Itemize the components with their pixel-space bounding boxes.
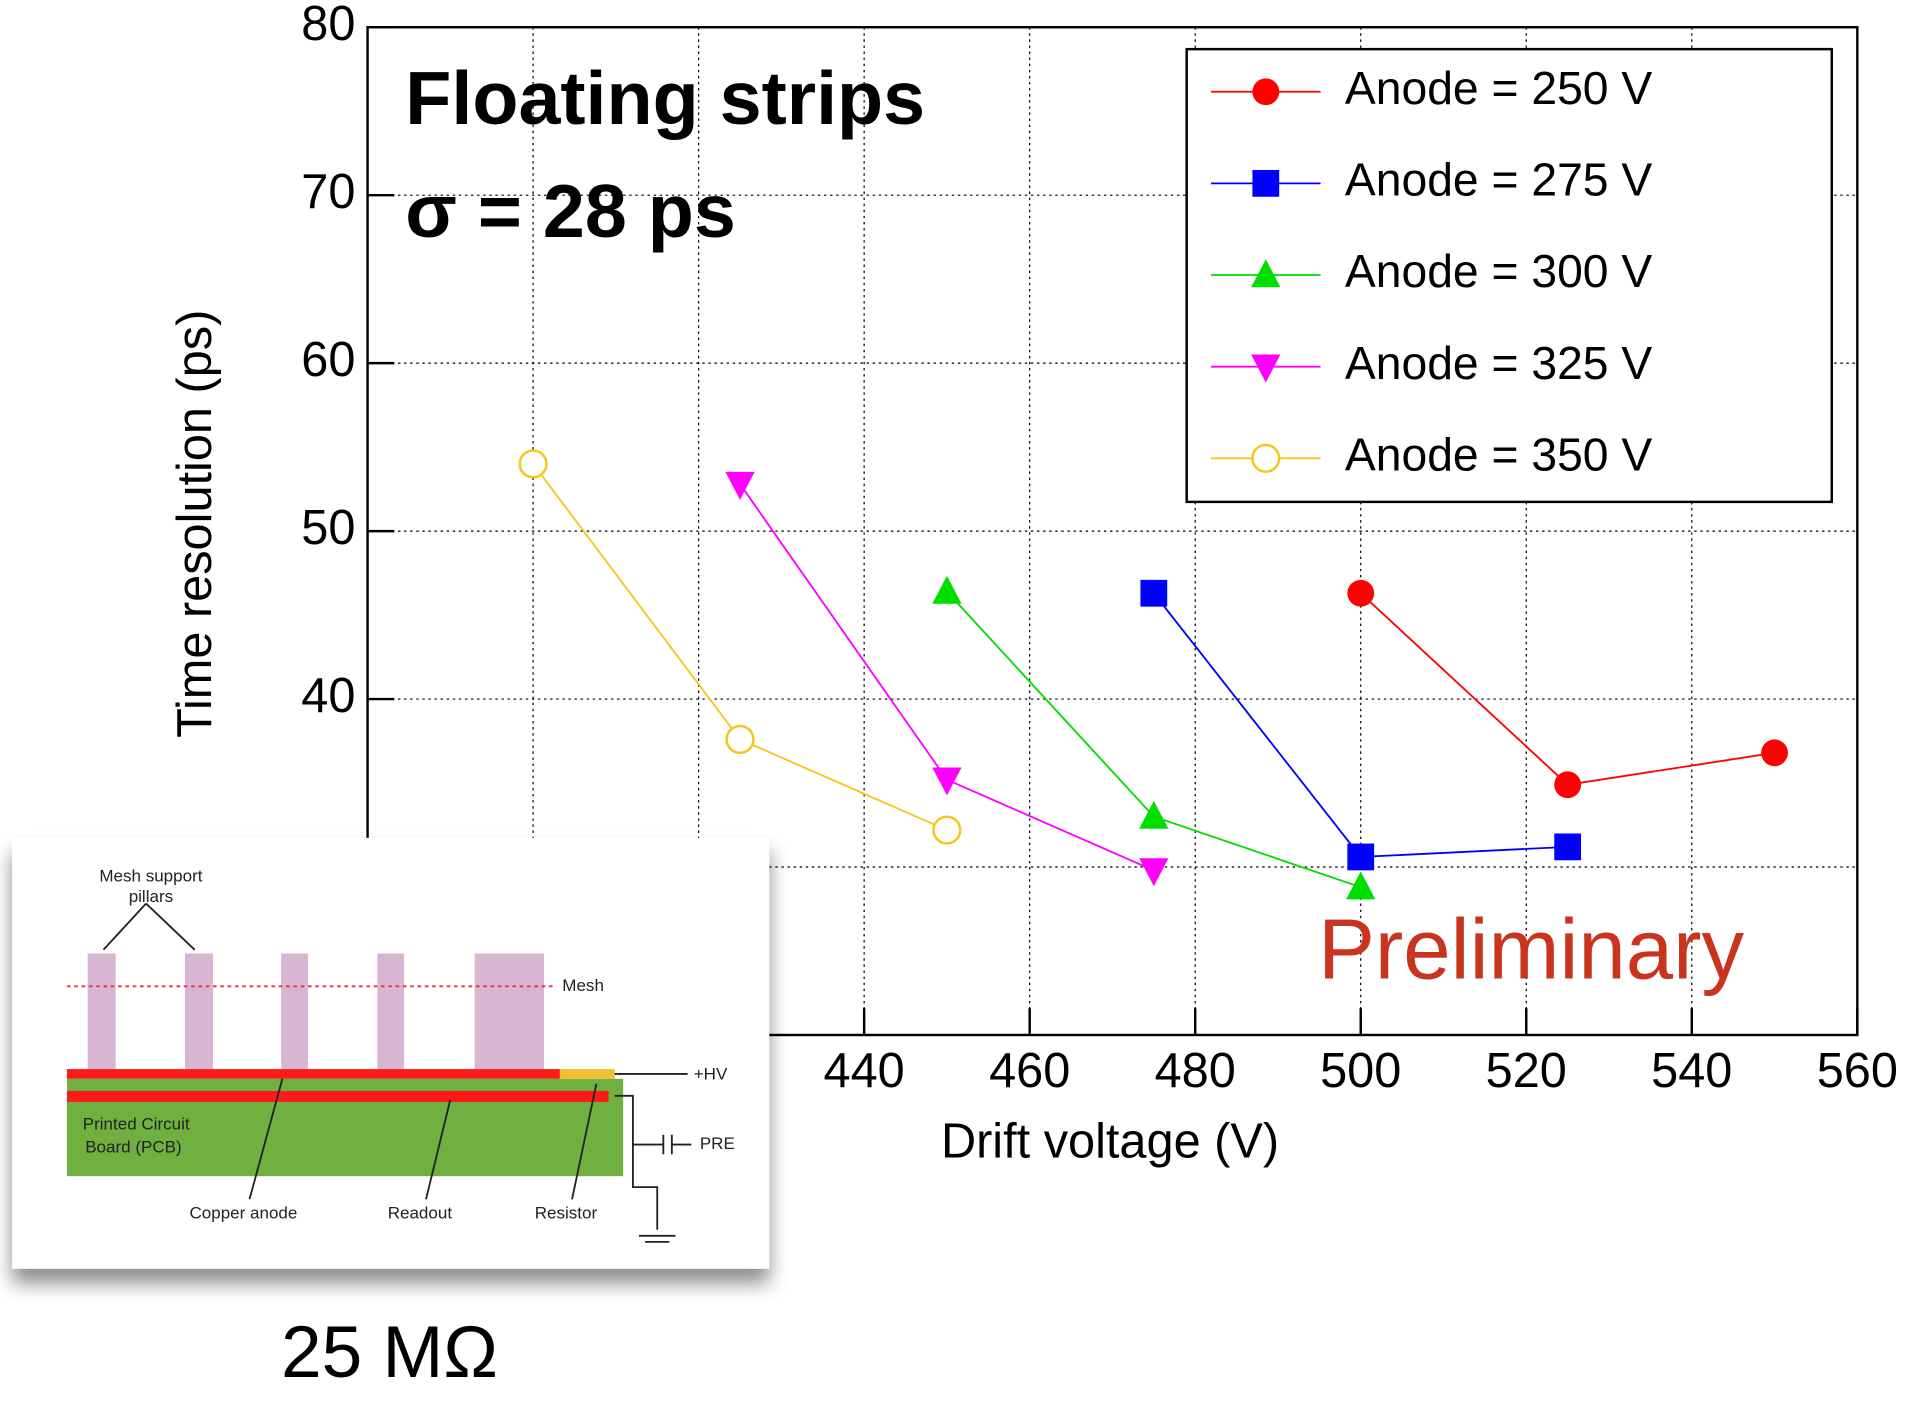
resistor — [559, 1069, 615, 1079]
inset-label: PRE — [700, 1134, 735, 1153]
point — [1554, 771, 1582, 799]
x-tick-label: 480 — [1155, 1044, 1236, 1098]
legend-label: Anode = 300 V — [1345, 245, 1652, 297]
anode-strip — [66, 1069, 560, 1079]
inset-label: Printed Circuit — [83, 1115, 190, 1134]
legend-label: Anode = 350 V — [1345, 429, 1652, 481]
legend: Anode = 250 V Anode = 275 V Anode = 300 V A… — [1185, 47, 1833, 504]
legend-label: Anode = 250 V — [1345, 62, 1652, 114]
legend-marker — [1251, 443, 1281, 473]
annotation: σ = 28 ps — [405, 169, 736, 253]
caption: 25 MΩ — [281, 1312, 498, 1393]
inset-label: +HV — [694, 1065, 728, 1084]
point — [1347, 843, 1375, 871]
inset-label: Readout — [388, 1203, 453, 1222]
y-axis-label: Time resolution (ps) — [168, 310, 222, 738]
legend-label: Anode = 325 V — [1345, 337, 1652, 389]
point — [1140, 579, 1168, 607]
inset-label: pillars — [129, 887, 173, 906]
inset-figure: Mesh support pillars Mesh +HV PRE Printe… — [12, 837, 770, 1269]
y-tick-label: 50 — [301, 501, 355, 555]
x-tick-label: 520 — [1486, 1044, 1567, 1098]
point — [1346, 871, 1376, 900]
inset-label: Copper anode — [189, 1203, 297, 1222]
point — [725, 471, 755, 500]
inset-label: Mesh support — [99, 866, 202, 885]
inset-label: Board (PCB) — [85, 1138, 181, 1157]
x-tick-label: 560 — [1817, 1044, 1898, 1098]
point — [932, 767, 962, 796]
x-tick-label: 540 — [1651, 1044, 1732, 1098]
x-tick-label: 460 — [989, 1044, 1070, 1098]
readout-strip — [66, 1090, 609, 1102]
point — [1139, 800, 1169, 829]
point — [1139, 858, 1169, 887]
leaders — [102, 902, 692, 1243]
y-tick-label: 40 — [301, 669, 355, 723]
point — [1761, 739, 1788, 767]
x-tick-label: 500 — [1320, 1044, 1401, 1098]
point — [518, 449, 548, 479]
point — [725, 724, 755, 754]
y-tick-label: 60 — [301, 333, 355, 387]
x-axis-label: Drift voltage (V) — [941, 1114, 1279, 1168]
legend-marker — [1251, 354, 1281, 383]
legend-marker — [1252, 78, 1280, 106]
point — [1554, 833, 1582, 861]
pillars — [87, 953, 545, 1070]
x-tick-label: 440 — [824, 1044, 905, 1098]
inset-label: Mesh — [562, 976, 604, 995]
y-tick-label: 70 — [301, 165, 355, 219]
point — [932, 815, 962, 845]
y-tick-label: 80 — [301, 0, 355, 51]
legend-marker — [1252, 169, 1280, 197]
point — [1347, 579, 1375, 607]
annotation: Preliminary — [1318, 902, 1744, 997]
legend-label: Anode = 275 V — [1345, 154, 1652, 206]
legend-marker — [1251, 259, 1281, 288]
inset-label: Resistor — [535, 1203, 598, 1222]
annotation: Floating strips — [405, 56, 925, 140]
point — [932, 575, 962, 604]
